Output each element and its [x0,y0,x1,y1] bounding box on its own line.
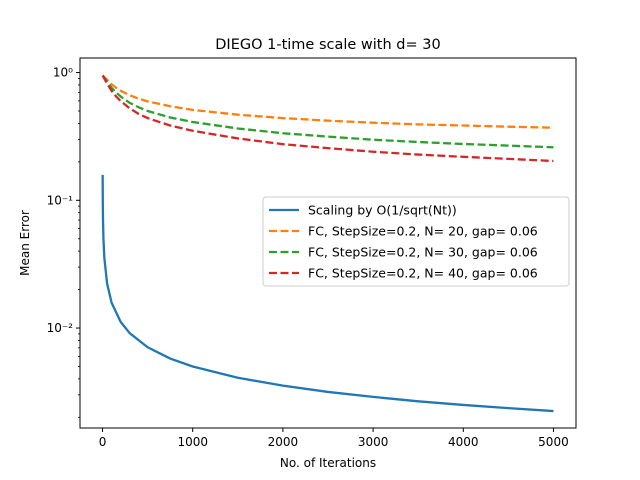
x-tick-label: 1000 [177,435,208,449]
chart-title: DIEGO 1-time scale with d= 30 [215,37,440,53]
series-line-4 [101,74,554,163]
plot-lines [101,74,554,413]
series-line-1 [101,174,554,413]
y-tick-label: 10⁻² [47,321,74,335]
legend-label-2: FC, StepSize=0.2, N= 20, gap= 0.06 [308,224,538,239]
x-tick-label: 4000 [448,435,479,449]
legend-box [262,196,570,287]
series-line-3 [101,74,554,149]
x-tick-label: 5000 [538,435,569,449]
x-tick-label: 2000 [268,435,299,449]
legend: Scaling by O(1/sqrt(Nt)) FC, StepSize=0.2… [262,196,570,287]
legend-label-4: FC, StepSize=0.2, N= 40, gap= 0.06 [308,266,538,281]
series-line-2 [101,74,554,129]
legend-label-3: FC, StepSize=0.2, N= 30, gap= 0.06 [308,245,538,260]
y-tick-label: 10⁰ [53,66,73,80]
x-tick-label: 0 [99,435,107,449]
y-axis-title: Mean Error [18,210,32,276]
x-tick-label: 3000 [358,435,389,449]
y-axis-ticks: 10⁻² 10⁻¹ 10⁰ [47,66,80,418]
legend-label-1: Scaling by O(1/sqrt(Nt)) [308,203,457,218]
x-axis-ticks: 0 1000 2000 3000 4000 5000 [99,428,569,449]
plot-frame [79,57,577,429]
y-tick-label: 10⁻¹ [47,193,74,207]
x-axis-title: No. of Iterations [280,456,376,470]
